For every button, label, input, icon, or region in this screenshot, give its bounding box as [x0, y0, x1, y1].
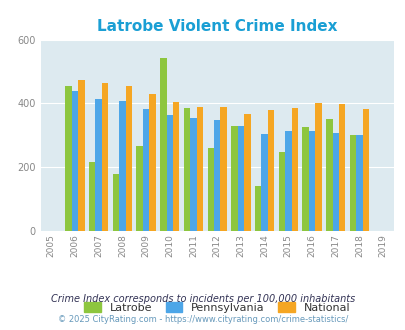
Title: Latrobe Violent Crime Index: Latrobe Violent Crime Index: [97, 19, 337, 34]
Text: Crime Index corresponds to incidents per 100,000 inhabitants: Crime Index corresponds to incidents per…: [51, 294, 354, 304]
Bar: [196, 107, 202, 231]
Bar: [355, 135, 362, 231]
Bar: [113, 174, 119, 231]
Bar: [261, 134, 267, 231]
Bar: [183, 108, 190, 231]
Bar: [308, 131, 314, 231]
Bar: [332, 133, 338, 231]
Bar: [207, 148, 213, 231]
Bar: [136, 147, 143, 231]
Bar: [314, 103, 321, 231]
Bar: [267, 111, 273, 231]
Bar: [213, 120, 220, 231]
Bar: [72, 91, 78, 231]
Bar: [349, 135, 355, 231]
Bar: [95, 99, 102, 231]
Bar: [119, 101, 125, 231]
Bar: [220, 107, 226, 231]
Bar: [338, 104, 345, 231]
Bar: [65, 86, 72, 231]
Bar: [143, 109, 149, 231]
Bar: [173, 102, 179, 231]
Bar: [284, 131, 291, 231]
Bar: [325, 119, 332, 231]
Bar: [243, 114, 250, 231]
Bar: [160, 58, 166, 231]
Bar: [231, 126, 237, 231]
Bar: [166, 115, 173, 231]
Bar: [278, 152, 284, 231]
Bar: [102, 83, 108, 231]
Bar: [237, 126, 243, 231]
Text: © 2025 CityRating.com - https://www.cityrating.com/crime-statistics/: © 2025 CityRating.com - https://www.city…: [58, 315, 347, 324]
Legend: Latrobe, Pennsylvania, National: Latrobe, Pennsylvania, National: [79, 298, 354, 317]
Bar: [362, 109, 368, 231]
Bar: [291, 108, 297, 231]
Bar: [254, 186, 261, 231]
Bar: [78, 80, 84, 231]
Bar: [302, 127, 308, 231]
Bar: [125, 86, 132, 231]
Bar: [190, 118, 196, 231]
Bar: [89, 162, 95, 231]
Bar: [149, 94, 155, 231]
